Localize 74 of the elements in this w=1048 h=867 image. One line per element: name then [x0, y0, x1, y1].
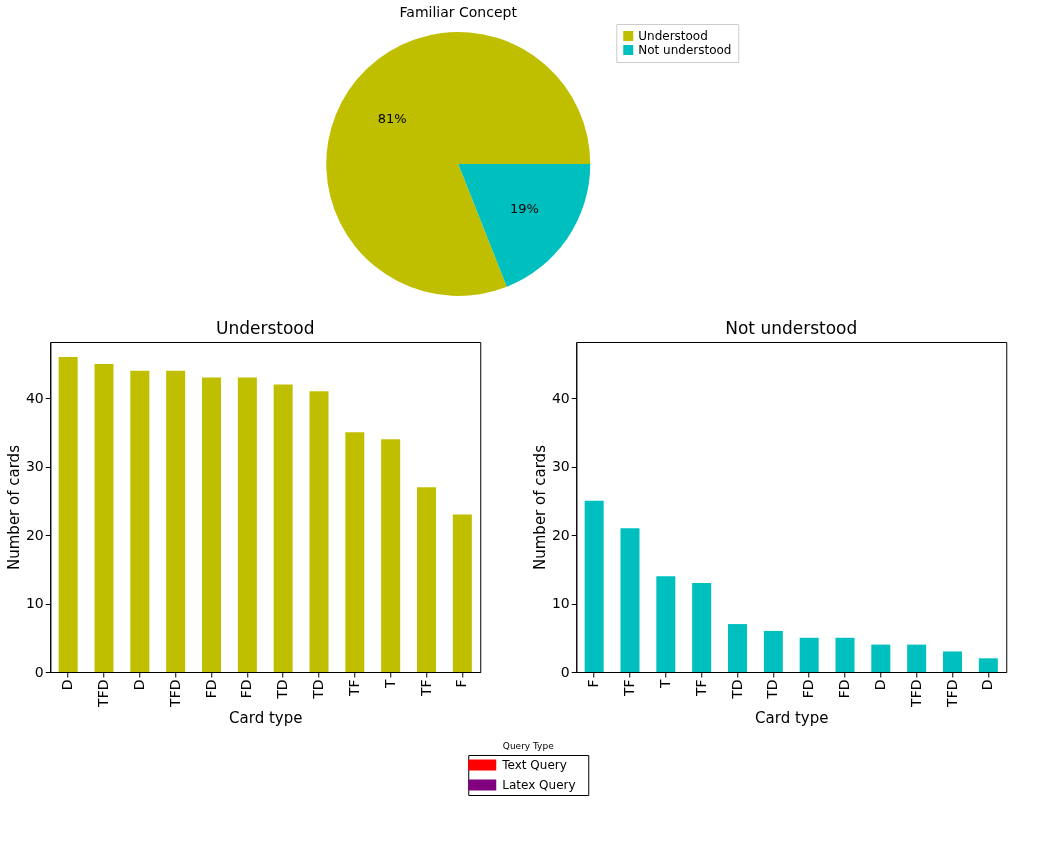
- chart-title: Familiar Concept: [399, 3, 518, 20]
- bar: [763, 630, 783, 672]
- x-tick-label: TD: [274, 679, 291, 700]
- chart-title: Not understood: [725, 318, 858, 338]
- x-tick-label: T: [381, 679, 398, 690]
- x-tick-label: TD: [310, 679, 326, 700]
- x-tick-label: TFD: [907, 679, 924, 708]
- x-tick-label: FD: [238, 679, 255, 699]
- y-tick-label: 30: [551, 458, 570, 475]
- category-label: Text Query: [501, 758, 567, 772]
- pie-slice: [326, 32, 591, 296]
- y-tick-label: 10: [551, 595, 570, 612]
- y-tick-label: 20: [551, 526, 570, 543]
- x-axis-title: Card type: [229, 708, 303, 727]
- bar: [345, 432, 365, 672]
- x-tick-label: D: [979, 679, 996, 691]
- y-axis-title: Number of cards: [530, 444, 549, 570]
- y-tick-label: 40: [25, 389, 44, 406]
- bar: [835, 637, 855, 672]
- bar: [452, 514, 472, 672]
- bar: [94, 363, 114, 672]
- bar: [692, 583, 712, 672]
- x-tick-label: TD: [728, 679, 745, 700]
- x-axis-title: Card type: [755, 708, 829, 727]
- category-label: Latex Query: [502, 778, 576, 792]
- y-tick-label: 0: [560, 663, 570, 680]
- bar: [656, 576, 676, 672]
- y-tick-label: 0: [34, 663, 44, 680]
- x-tick-label: F: [453, 679, 470, 688]
- x-tick-label: TF: [621, 679, 637, 698]
- legend-title: Query Type: [502, 741, 555, 751]
- bar: [728, 624, 747, 672]
- x-tick-label: D: [871, 679, 888, 691]
- bar: [58, 357, 78, 672]
- chart-title: Understood: [215, 318, 315, 338]
- y-tick-label: 40: [551, 389, 570, 406]
- x-tick-label: FD: [800, 679, 817, 699]
- x-tick-label: TD: [764, 679, 781, 700]
- y-axis-title: Number of cards: [4, 444, 23, 570]
- x-tick-label: D: [59, 679, 76, 691]
- bar: [799, 637, 819, 672]
- pie-slice: [458, 164, 591, 287]
- bar: [166, 370, 186, 672]
- x-tick-label: FD: [202, 679, 219, 699]
- x-tick-label: TF: [417, 679, 434, 698]
- y-tick-label: 10: [25, 595, 44, 612]
- x-tick-label: TF: [345, 679, 362, 698]
- x-tick-label: FD: [836, 679, 852, 699]
- bar: [309, 391, 329, 672]
- bar: [620, 528, 640, 672]
- bar: [130, 370, 150, 672]
- bar: [978, 658, 998, 672]
- x-tick-label: TFD: [95, 679, 111, 708]
- data-label: 81%: [377, 111, 407, 127]
- legend-label: Not understood: [638, 43, 732, 57]
- bar: [943, 651, 962, 672]
- x-tick-label: TFD: [943, 679, 960, 708]
- bar: [237, 377, 257, 672]
- bar: [273, 384, 293, 672]
- y-tick-label: 30: [25, 458, 44, 475]
- bar: [381, 439, 401, 672]
- x-tick-label: T: [656, 679, 673, 690]
- x-tick-label: TF: [692, 679, 709, 698]
- bar: [202, 377, 221, 672]
- bar: [417, 487, 436, 672]
- bar: [584, 500, 604, 672]
- x-tick-label: TFD: [166, 679, 183, 708]
- x-tick-label: F: [585, 679, 602, 688]
- data-label: 19%: [509, 200, 539, 216]
- y-tick-label: 20: [25, 526, 44, 543]
- bar: [871, 644, 891, 672]
- legend-label: Understood: [638, 29, 708, 43]
- bar: [907, 644, 927, 672]
- x-tick-label: D: [130, 679, 147, 691]
